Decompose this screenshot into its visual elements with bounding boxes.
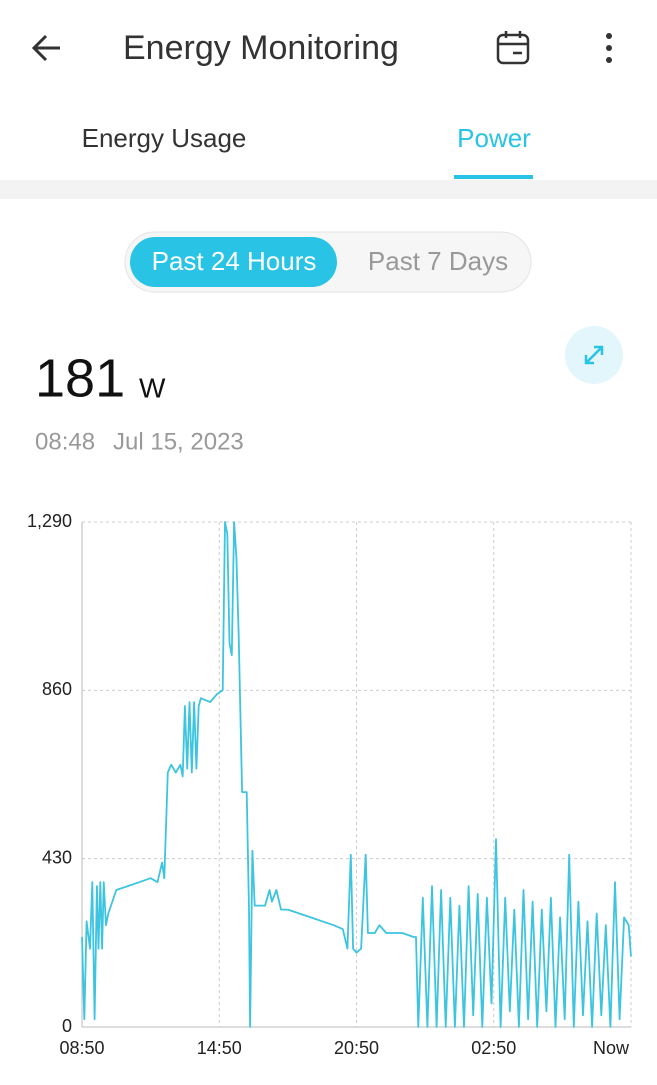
divider xyxy=(0,180,657,199)
toggle-active[interactable] xyxy=(130,237,337,287)
more-button[interactable] xyxy=(606,33,612,63)
reading-unit: W xyxy=(139,372,166,403)
back-button[interactable] xyxy=(31,34,60,62)
power-line xyxy=(81,521,632,1028)
reading-value: 181 xyxy=(35,348,125,408)
toggle-option[interactable]: Past 7 Days xyxy=(368,246,508,276)
calendar-button[interactable] xyxy=(496,31,530,65)
tab[interactable]: Energy Usage xyxy=(82,123,247,153)
expand-button[interactable] xyxy=(565,326,623,384)
reading-time: 08:48 xyxy=(35,428,95,455)
reading-date: Jul 15, 2023 xyxy=(113,428,244,455)
x-tick-label: 08:50 xyxy=(59,1038,104,1058)
y-tick-label: 1,290 xyxy=(27,511,72,531)
tab-underline xyxy=(454,175,533,179)
tab-active[interactable]: Power xyxy=(457,123,531,153)
y-tick-label: 430 xyxy=(42,847,72,867)
toggle-option[interactable]: Past 24 Hours xyxy=(152,246,317,276)
header-title: Energy Monitoring xyxy=(123,29,399,67)
x-tick-label: Now xyxy=(593,1038,630,1058)
y-tick-label: 860 xyxy=(42,679,72,699)
x-tick-label: 02:50 xyxy=(471,1038,516,1058)
x-tick-label: 20:50 xyxy=(334,1038,379,1058)
x-tick-label: 14:50 xyxy=(197,1038,242,1058)
y-tick-label: 0 xyxy=(62,1016,72,1036)
